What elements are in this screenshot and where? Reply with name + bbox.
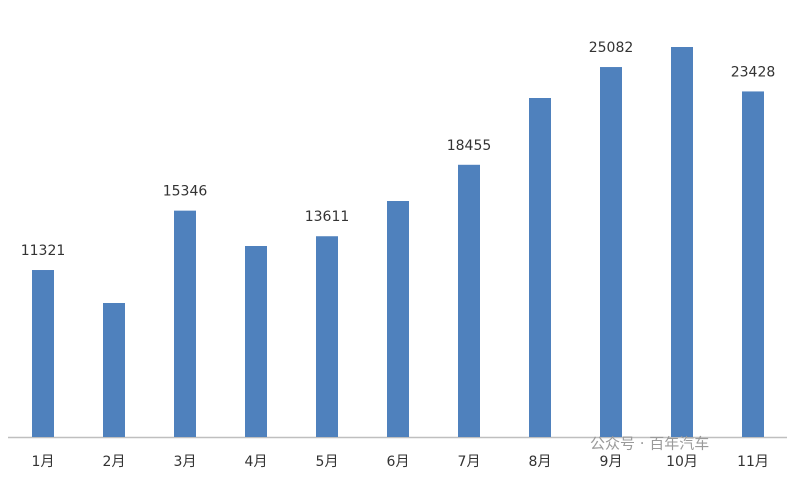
x-tick-label: 3月 bbox=[174, 454, 197, 470]
bar bbox=[245, 246, 267, 437]
bar bbox=[742, 91, 764, 437]
bar bbox=[529, 98, 551, 437]
x-tick-label: 7月 bbox=[458, 454, 481, 470]
data-label: 15346 bbox=[163, 184, 208, 200]
x-tick-label: 4月 bbox=[245, 454, 268, 470]
data-label: 13611 bbox=[305, 209, 350, 225]
x-tick-label: 6月 bbox=[387, 454, 410, 470]
x-tick-label: 5月 bbox=[316, 454, 339, 470]
bar bbox=[32, 270, 54, 437]
watermark: 公众号 · 百年汽车 bbox=[590, 435, 709, 453]
x-tick-label: 9月 bbox=[600, 454, 623, 470]
data-label: 11321 bbox=[21, 243, 66, 259]
data-label: 18455 bbox=[447, 138, 492, 154]
bar bbox=[458, 164, 480, 438]
bar bbox=[316, 236, 338, 437]
bar bbox=[600, 67, 622, 437]
bar bbox=[103, 302, 125, 437]
x-tick-label: 2月 bbox=[103, 454, 126, 470]
x-tick-label: 8月 bbox=[529, 454, 552, 470]
bar bbox=[387, 201, 409, 437]
x-tick-label: 11月 bbox=[737, 454, 769, 470]
bar bbox=[671, 47, 693, 437]
x-tick-label: 10月 bbox=[666, 454, 698, 470]
data-label: 25082 bbox=[589, 40, 634, 56]
x-tick-label: 1月 bbox=[32, 454, 55, 470]
data-label: 23428 bbox=[731, 64, 776, 80]
bar bbox=[174, 210, 196, 437]
